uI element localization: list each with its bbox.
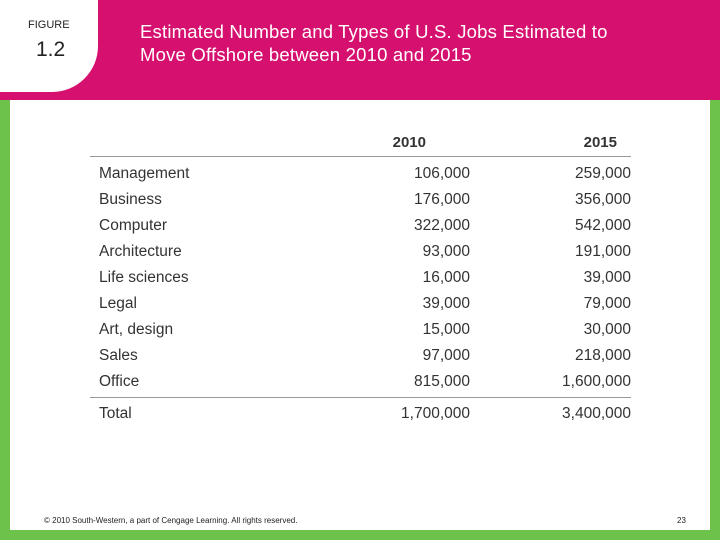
table-row: Architecture 93,000 191,000 [90,239,631,265]
jobs-table: 2010 2015 Management 106,000 259,000 Bus… [90,128,631,428]
row-value-2010: 93,000 [422,243,470,260]
row-value-2015: 218,000 [574,347,631,364]
row-category: Office [99,373,140,390]
row-category: Legal [99,295,137,312]
table-row: Office 815,000 1,600,000 [90,369,631,398]
page-number: 23 [677,516,686,525]
row-category: Computer [99,217,168,234]
row-value-2010: 39,000 [422,295,470,312]
table-row: Life sciences 16,000 39,000 [90,265,631,291]
total-value-2010: 1,700,000 [401,405,470,422]
row-category: Management [99,165,190,182]
content-area: 2010 2015 Management 106,000 259,000 Bus… [10,100,710,530]
table-header-row: 2010 2015 [90,128,631,157]
row-value-2010: 322,000 [413,217,470,234]
row-value-2015: 1,600,000 [562,373,631,390]
row-value-2015: 30,000 [583,321,631,338]
row-value-2010: 16,000 [422,269,470,286]
row-category: Life sciences [99,269,189,286]
row-value-2010: 15,000 [422,321,470,338]
table-row: Art, design 15,000 30,000 [90,317,631,343]
row-value-2010: 176,000 [413,191,470,208]
row-category: Sales [99,347,138,364]
title-line-1: Estimated Number and Types of U.S. Jobs … [140,21,608,42]
table-row: Legal 39,000 79,000 [90,291,631,317]
row-value-2015: 542,000 [574,217,631,234]
figure-badge: FIGURE 1.2 [0,0,98,92]
row-value-2015: 39,000 [583,269,631,286]
title-line-2: Move Offshore between 2010 and 2015 [140,44,472,65]
total-value-2015: 3,400,000 [562,405,631,422]
row-value-2010: 97,000 [422,347,470,364]
row-value-2015: 356,000 [574,191,631,208]
row-value-2010: 106,000 [413,165,470,182]
header-2010: 2010 [392,133,426,151]
header-band [0,0,720,100]
figure-number: 1.2 [36,38,66,61]
row-value-2015: 79,000 [583,295,631,312]
row-category: Business [99,191,162,208]
table-total-row: Total 1,700,000 3,400,000 [90,397,631,429]
row-value-2015: 191,000 [574,243,631,260]
table-row: Computer 322,000 542,000 [90,213,631,239]
copyright-note: © 2010 South-Western, a part of Cengage … [44,516,298,525]
total-label: Total [99,405,132,422]
table-row: Business 176,000 356,000 [90,187,631,213]
row-value-2015: 259,000 [574,165,631,182]
row-value-2010: 815,000 [413,373,470,390]
slide-title: Estimated Number and Types of U.S. Jobs … [140,20,700,66]
row-category: Architecture [99,243,182,260]
header-category [90,128,310,157]
table-row: Sales 97,000 218,000 [90,343,631,369]
figure-label: FIGURE [28,19,70,31]
table-row: Management 106,000 259,000 [90,157,631,188]
row-category: Art, design [99,321,174,338]
header-2015: 2015 [583,133,617,151]
